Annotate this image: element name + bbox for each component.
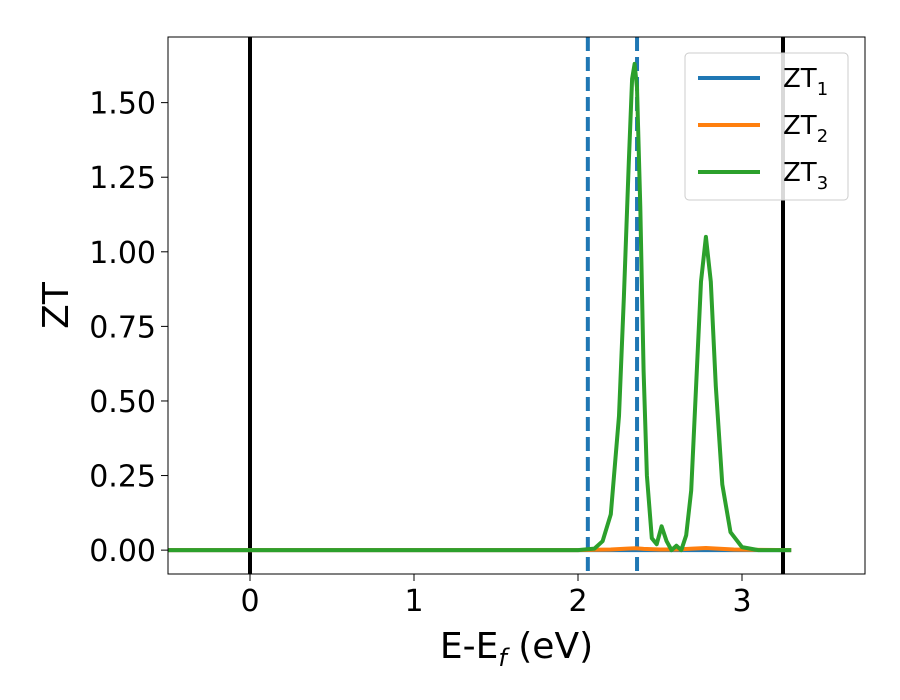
series-layer (168, 61, 792, 553)
x-tick-label: 1 (404, 584, 423, 619)
x-tick-label: 0 (240, 584, 259, 619)
x-tick-label: 3 (732, 584, 751, 619)
y-tick-label: 0.50 (89, 385, 156, 420)
legend-label-zt2: ZT2 (783, 111, 828, 147)
x-tick-label: 2 (568, 584, 587, 619)
y-tick-label: 1.25 (89, 161, 156, 196)
y-axis-label: ZT (36, 281, 77, 329)
legend-label-zt3: ZT3 (783, 158, 828, 194)
x-axis: 0 1 2 3 (240, 574, 752, 619)
plot-frame (167, 36, 866, 575)
y-axis: 0.00 0.25 0.50 0.75 1.00 1.25 1.50 (89, 87, 168, 569)
y-tick-label: 1.50 (89, 87, 156, 122)
series-line-zt2 (168, 546, 792, 553)
legend: ZT1 ZT2 ZT3 (684, 52, 849, 201)
legend-box (684, 52, 849, 201)
y-tick-label: 0.75 (89, 310, 156, 345)
y-tick-label: 0.25 (89, 460, 156, 495)
y-tick-label: 0.00 (89, 534, 156, 569)
x-axis-label: E-Ef (eV) (440, 626, 593, 672)
series-line-zt3 (168, 61, 792, 553)
legend-label-zt1: ZT1 (783, 64, 828, 100)
y-tick-label: 1.00 (89, 236, 156, 271)
